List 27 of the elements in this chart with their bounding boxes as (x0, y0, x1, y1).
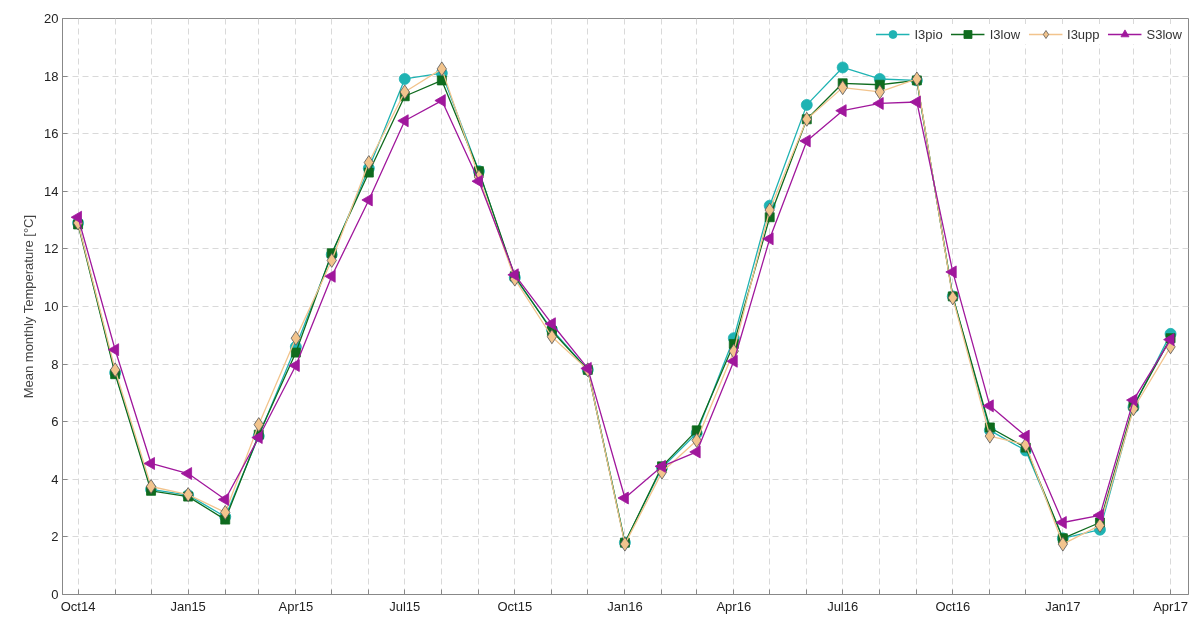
y-tick-label: 20 (44, 11, 59, 26)
y-tick-label: 8 (51, 356, 59, 372)
legend-label: I3upp (1067, 26, 1100, 42)
y-axis-title: Mean monthly Temperature [°C] (21, 214, 37, 399)
x-tick-label: Apr17 (1153, 598, 1188, 614)
legend-label: S3low (1146, 26, 1182, 42)
legend-label: I3low (989, 26, 1021, 42)
x-tick-label: Jan16 (607, 598, 643, 614)
x-tick-label: Apr16 (716, 598, 752, 614)
y-tick-label: 12 (44, 241, 59, 257)
y-tick-label: 2 (51, 529, 59, 545)
y-tick-label: 18 (44, 68, 59, 84)
x-tick-label: Oct16 (935, 598, 971, 614)
x-tick-label: Jul15 (389, 598, 421, 614)
x-tick-label: Oct15 (497, 598, 533, 614)
y-tick-label: 14 (44, 183, 59, 199)
y-tick-label: 0 (51, 587, 59, 602)
x-tick-label: Jul16 (827, 598, 859, 614)
y-tick-label: 16 (44, 126, 59, 142)
y-tick-label: 6 (51, 414, 59, 430)
x-tick-label: Jan17 (1045, 598, 1081, 614)
y-tick-label: 4 (51, 471, 59, 487)
legend-label: I3pio (914, 26, 943, 42)
x-tick-label: Jan15 (170, 598, 206, 614)
x-tick-label: Apr15 (278, 598, 314, 614)
x-tick-label: Oct14 (60, 598, 96, 614)
y-tick-label: 10 (44, 299, 59, 314)
